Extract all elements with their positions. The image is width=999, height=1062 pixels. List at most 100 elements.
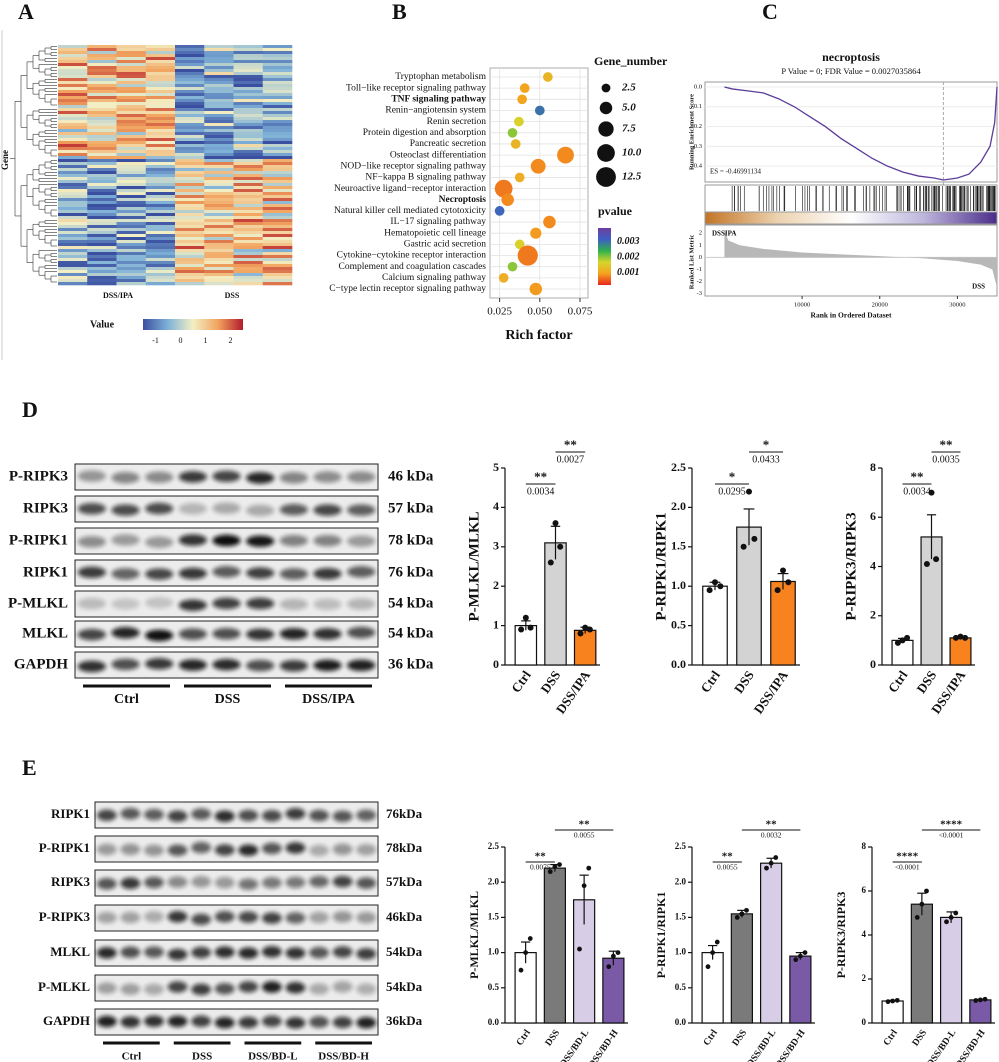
blot-band bbox=[313, 504, 342, 516]
heatmap-cell bbox=[262, 234, 293, 238]
blot-band bbox=[111, 472, 140, 484]
heatmap-cell bbox=[58, 183, 88, 187]
heatmap-cell bbox=[175, 93, 205, 97]
data-point bbox=[717, 583, 724, 590]
heatmap-cell bbox=[233, 45, 264, 49]
heatmap-cell bbox=[204, 270, 234, 274]
heatmap-cell bbox=[116, 177, 147, 181]
heatmap-cell bbox=[116, 57, 147, 61]
heatmap-cell bbox=[58, 279, 88, 283]
heatmap-cell bbox=[145, 102, 176, 106]
data-point bbox=[894, 997, 900, 1003]
bar bbox=[573, 629, 597, 666]
x-tick-label: DSS bbox=[537, 668, 563, 696]
heatmap-cell bbox=[58, 150, 88, 154]
heatmap-cell bbox=[116, 198, 147, 202]
heatmap-cell bbox=[262, 276, 293, 280]
blot-band bbox=[356, 948, 377, 960]
y-tick-label: 5 bbox=[493, 460, 499, 474]
blot-band bbox=[191, 808, 212, 820]
legend-label: 10.0 bbox=[622, 147, 642, 159]
heatmap-cell bbox=[116, 273, 147, 277]
legend-title: Gene_number bbox=[594, 54, 668, 68]
heatmap-cell bbox=[116, 156, 147, 160]
y-axis-label: P-RIPK3/RIPK3 bbox=[834, 892, 848, 979]
heatmap-cell bbox=[204, 99, 234, 103]
heatmap-cell bbox=[175, 63, 205, 67]
heatmap-cell bbox=[175, 60, 205, 64]
heatmap-cell bbox=[204, 57, 234, 61]
heatmap-cell bbox=[233, 129, 264, 133]
heatmap-cell bbox=[58, 282, 88, 286]
heatmap-cell bbox=[145, 252, 176, 256]
group-label: DSS bbox=[215, 692, 241, 707]
pathway-label: Hematopoietic cell lineage bbox=[384, 228, 486, 238]
heatmap-cell bbox=[204, 135, 234, 139]
heatmap-cell bbox=[175, 129, 205, 133]
y-tick-label: 0.5 bbox=[671, 617, 686, 631]
heatmap-cell bbox=[87, 153, 117, 157]
blot-strip bbox=[94, 904, 379, 932]
heatmap-cell bbox=[262, 63, 293, 67]
blot-strip bbox=[94, 801, 379, 829]
heatmap-cell bbox=[262, 204, 293, 208]
data-point bbox=[785, 579, 792, 586]
y-tick-label: -1 bbox=[697, 266, 702, 273]
heatmap-cell bbox=[175, 48, 205, 52]
size-label: 54kDa bbox=[386, 979, 423, 994]
heatmap-cell bbox=[87, 180, 117, 184]
bubble bbox=[517, 94, 527, 105]
significance-stars: ** bbox=[579, 819, 591, 831]
group-label: DSSIPA bbox=[712, 230, 736, 238]
blot-band bbox=[167, 876, 188, 888]
heatmap-cell bbox=[175, 135, 205, 139]
heatmap-cell bbox=[175, 96, 205, 100]
heatmap-cell bbox=[233, 249, 264, 253]
panel-label: D bbox=[22, 397, 38, 422]
heatmap-cell bbox=[233, 72, 264, 76]
heatmap-cell bbox=[204, 216, 234, 220]
heatmap-cell bbox=[262, 270, 293, 274]
blot-band bbox=[246, 504, 275, 517]
heatmap-cell bbox=[145, 210, 176, 214]
heatmap-cell bbox=[58, 141, 88, 145]
y-tick-label: 2.0 bbox=[671, 499, 686, 513]
heatmap-cell bbox=[58, 258, 88, 262]
heatmap-cell bbox=[262, 105, 293, 109]
significance-stars: ** bbox=[535, 851, 547, 863]
pathway-label: Cytokine−cytokine receptor interaction bbox=[337, 251, 487, 261]
bubble bbox=[557, 146, 574, 164]
y-tick-label: 2.5 bbox=[488, 841, 500, 851]
heatmap-cell bbox=[87, 243, 117, 247]
protein-label: RIPK3 bbox=[51, 874, 91, 889]
heatmap-cell bbox=[233, 159, 264, 163]
heatmap-cell bbox=[87, 105, 117, 109]
heatmap-cell bbox=[87, 216, 117, 220]
heatmap-cell bbox=[262, 195, 293, 199]
heatmap-cell bbox=[58, 273, 88, 277]
pathway-label: Renin−angiotensin system bbox=[385, 106, 486, 116]
heatmap-cell bbox=[175, 279, 205, 283]
blot-band bbox=[167, 981, 188, 993]
blot-strip bbox=[94, 869, 379, 897]
heatmap-cell bbox=[87, 144, 117, 148]
heatmap-cell bbox=[58, 54, 88, 58]
heatmap-cell bbox=[233, 177, 264, 181]
heatmap-cell bbox=[87, 171, 117, 175]
significance-stars: **** bbox=[896, 851, 919, 863]
colorbar-tick-label: -1 bbox=[152, 336, 159, 345]
panel-label: A bbox=[18, 0, 34, 24]
heatmap-cell bbox=[145, 129, 176, 133]
heatmap-cell bbox=[116, 99, 147, 103]
blot-band bbox=[246, 472, 275, 484]
heatmap-cell bbox=[116, 144, 147, 148]
heatmap-cell bbox=[145, 99, 176, 103]
heatmap-cell bbox=[204, 150, 234, 154]
heatmap-cell bbox=[145, 75, 176, 79]
data-point bbox=[768, 860, 774, 866]
heatmap-cell bbox=[204, 189, 234, 193]
bar bbox=[702, 585, 728, 666]
heatmap-cell bbox=[204, 132, 234, 136]
heatmap-cell bbox=[262, 237, 293, 241]
bubble bbox=[543, 215, 556, 229]
